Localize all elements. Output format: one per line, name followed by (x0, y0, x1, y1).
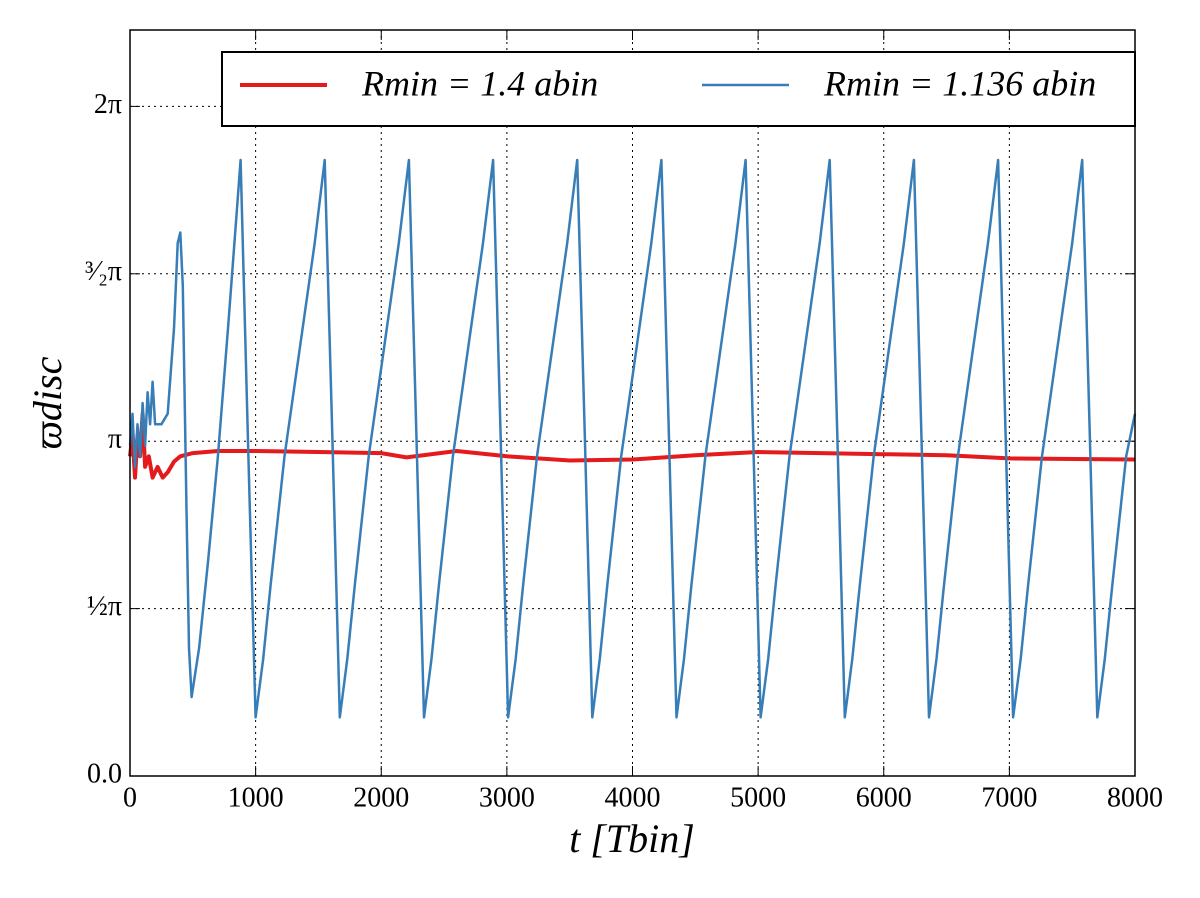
x-tick-label: 4000 (605, 782, 661, 813)
y-axis-label: ϖdisc (25, 356, 70, 449)
y-tick-label: ³⁄₂π (85, 256, 122, 287)
x-axis-label: t [Tbin] (569, 816, 695, 861)
x-tick-label: 8000 (1107, 782, 1163, 813)
x-tick-label: 7000 (981, 782, 1037, 813)
y-tick-label: 2π (94, 89, 122, 120)
plot-frame (129, 29, 1136, 777)
x-tick-label: 3000 (479, 782, 535, 813)
x-tick-label: 1000 (228, 782, 284, 813)
legend: Rmin = 1.4 abin Rmin = 1.136 abin (221, 51, 1136, 127)
x-tick-label: 2000 (353, 782, 409, 813)
legend-label: Rmin = 1.136 abin (823, 63, 1096, 103)
data-line (128, 158, 1137, 719)
x-tick-label: 0 (123, 782, 137, 813)
y-tick-label: 0.0 (87, 758, 122, 789)
y-tick-label: ½π (87, 591, 122, 622)
legend-box (221, 51, 1136, 127)
x-tick-label: 6000 (856, 782, 912, 813)
x-tick-label: 5000 (730, 782, 786, 813)
legend-label: Rmin = 1.4 abin (361, 63, 598, 103)
y-tick-label: π (108, 424, 122, 455)
